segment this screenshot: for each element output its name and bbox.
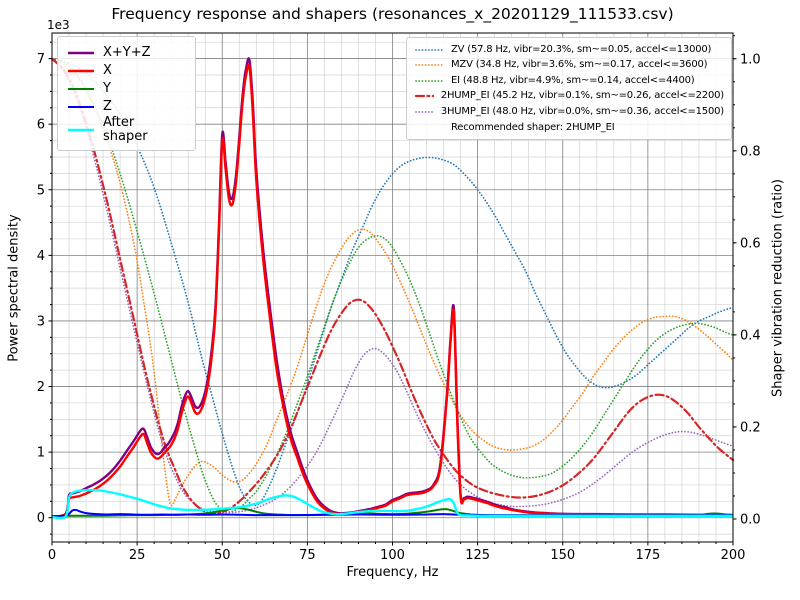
legend-sample-Y [68,87,94,90]
curve-ZV [51,57,734,507]
y-left-tick-label: 0 [37,511,45,526]
legend-item-label: ZV (57.8 Hz, vibr=20.3%, sm~=0.05, accel… [451,43,712,55]
y-left-tick-label: 2 [37,380,45,395]
legend-item-label: EI (48.8 Hz, vibr=4.9%, sm~=0.14, accel<… [451,74,695,86]
legend-item-X-Y-Z: X+Y+Z [66,44,187,61]
y-left-tick-label: 5 [37,183,45,198]
legend-sample-Z [68,105,94,108]
curve-MZV [51,57,734,507]
legend-sample-ZV [415,48,443,51]
legend-item-After-shaper: After shaper [66,116,187,143]
curve-EI [51,57,734,513]
psd-offset-text: 1e3 [47,18,70,32]
legend-item-MZV: MZV (34.8 Hz, vibr=3.6%, sm~=0.17, accel… [414,58,724,74]
curve-After-shaper [51,488,733,520]
legend-sample-After-shaper [68,128,94,131]
y-right-tick-label: 0.6 [740,236,761,251]
y-right-tick-label: 0.0 [740,512,761,527]
y-left-tick-label: 4 [37,249,45,264]
psd-axis-label: Power spectral density [6,214,22,362]
x-tick-label: 200 [721,548,746,563]
axis-ticks [48,35,737,546]
legend-item-X: X [66,62,187,79]
legend-item-2HUMP-EI: 2HUMP_EI (45.2 Hz, vibr=0.1%, sm~=0.26, … [414,89,724,105]
legend-item-3HUMP-EI: 3HUMP_EI (48.0 Hz, vibr=0.0%, sm~=0.36, … [414,104,724,120]
x-tick-label: 0 [48,548,56,563]
legend-item-label: X [103,62,112,78]
y-right-tick-label: 1.0 [740,52,761,67]
legend-sample-X-Y-Z [68,51,94,54]
y-left-tick-label: 3 [37,314,45,329]
legend-item-label: Z [103,98,112,114]
y-right-tick-label: 0.4 [740,328,761,343]
x-tick-label: 50 [214,548,231,563]
legend-shapers: ZV (57.8 Hz, vibr=20.3%, sm~=0.05, accel… [406,37,732,140]
y-left-tick-label: 6 [37,118,45,133]
x-tick-label: 25 [129,548,146,563]
x-tick-label: 100 [380,548,405,563]
legend-item-label: Y [103,80,111,96]
curve-2HUMP-EI [50,57,735,515]
x-tick-label: 150 [550,548,575,563]
legend-sample-EI [415,79,443,82]
legend-item-EI: EI (48.8 Hz, vibr=4.9%, sm~=0.14, accel<… [414,73,724,89]
frequency-axis-label: Frequency, Hz [346,565,439,580]
x-tick-label: 175 [635,548,660,563]
y-right-tick-label: 0.2 [740,420,761,435]
legend-item-label: MZV (34.8 Hz, vibr=3.6%, sm~=0.17, accel… [451,59,708,70]
legend-psd: X+Y+Z X Y Z After shaper [57,36,196,152]
x-tick-label: 75 [299,548,316,563]
y-left-tick-label: 1 [37,446,45,461]
chart-title: Frequency response and shapers (resonanc… [111,5,674,23]
curve-X [51,63,734,518]
legend-sample-2HUMP-EI [414,95,434,98]
legend-item-label: 3HUMP_EI (48.0 Hz, vibr=0.0%, sm~=0.36, … [440,105,724,117]
y-right-tick-label: 0.8 [740,144,761,159]
legend-sample-3HUMP-EI [415,110,434,113]
y-left-tick-label: 7 [37,52,45,67]
legend-item-label: After shaper [103,115,148,144]
x-tick-label: 125 [465,548,490,563]
ratio-axis-label: Shaper vibration reduction (ratio) [770,179,786,397]
recommended-shaper-note: Recommended shaper: 2HUMP_EI [451,121,615,133]
legend-item-Z: Z [66,98,187,115]
legend-item-label: 2HUMP_EI (45.2 Hz, vibr=0.1%, sm~=0.26, … [440,90,724,101]
legend-sample-X [68,69,94,72]
legend-item-label: X+Y+Z [103,44,151,60]
tick-labels: 0 25 50 75 100 125 150 175 200 0 1 2 3 4 5 6 7 0.0 0.2 0.4 0… [37,52,761,563]
legend-sample-MZV [415,64,443,67]
legend-item-Y: Y [66,80,187,97]
legend-item-ZV: ZV (57.8 Hz, vibr=20.3%, sm~=0.05, accel… [414,42,724,58]
curve-3HUMP-EI [51,57,734,514]
